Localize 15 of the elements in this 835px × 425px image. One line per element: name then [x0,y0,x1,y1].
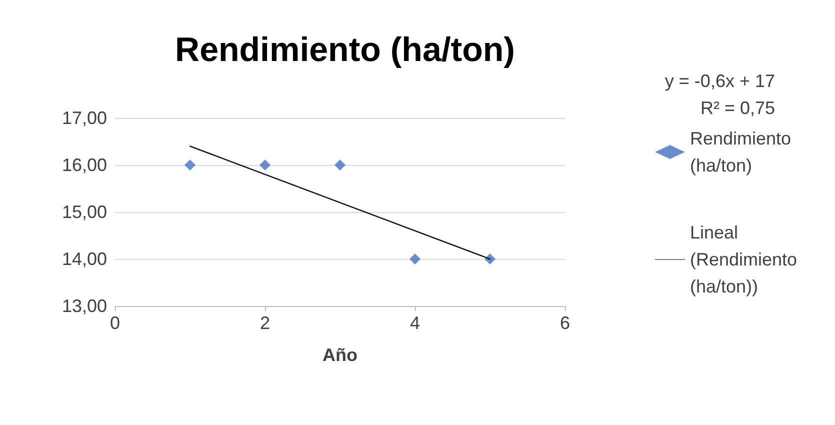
x-tick-label: 6 [560,313,570,333]
y-tick-label: 13,00 [62,296,107,316]
text: R² = 0,75 [700,98,775,118]
chart-title: Rendimiento (ha/ton) [175,31,515,69]
x-tick-label: 0 [110,313,120,333]
x-tick-label: 4 [410,313,420,333]
y-tick-label: 15,00 [62,202,107,222]
legend-label: Lineal (Rendimiento (ha/ton)) [690,222,802,296]
y-tick-label: 17,00 [62,108,107,128]
y-tick-label: 16,00 [62,155,107,175]
legend-label: Rendimiento (ha/ton) [690,128,796,176]
y-tick-label: 14,00 [62,249,107,269]
text: y = -0,6x + 17 [664,71,775,91]
x-axis-title: Año [322,345,358,365]
x-tick-label: 2 [260,313,270,333]
